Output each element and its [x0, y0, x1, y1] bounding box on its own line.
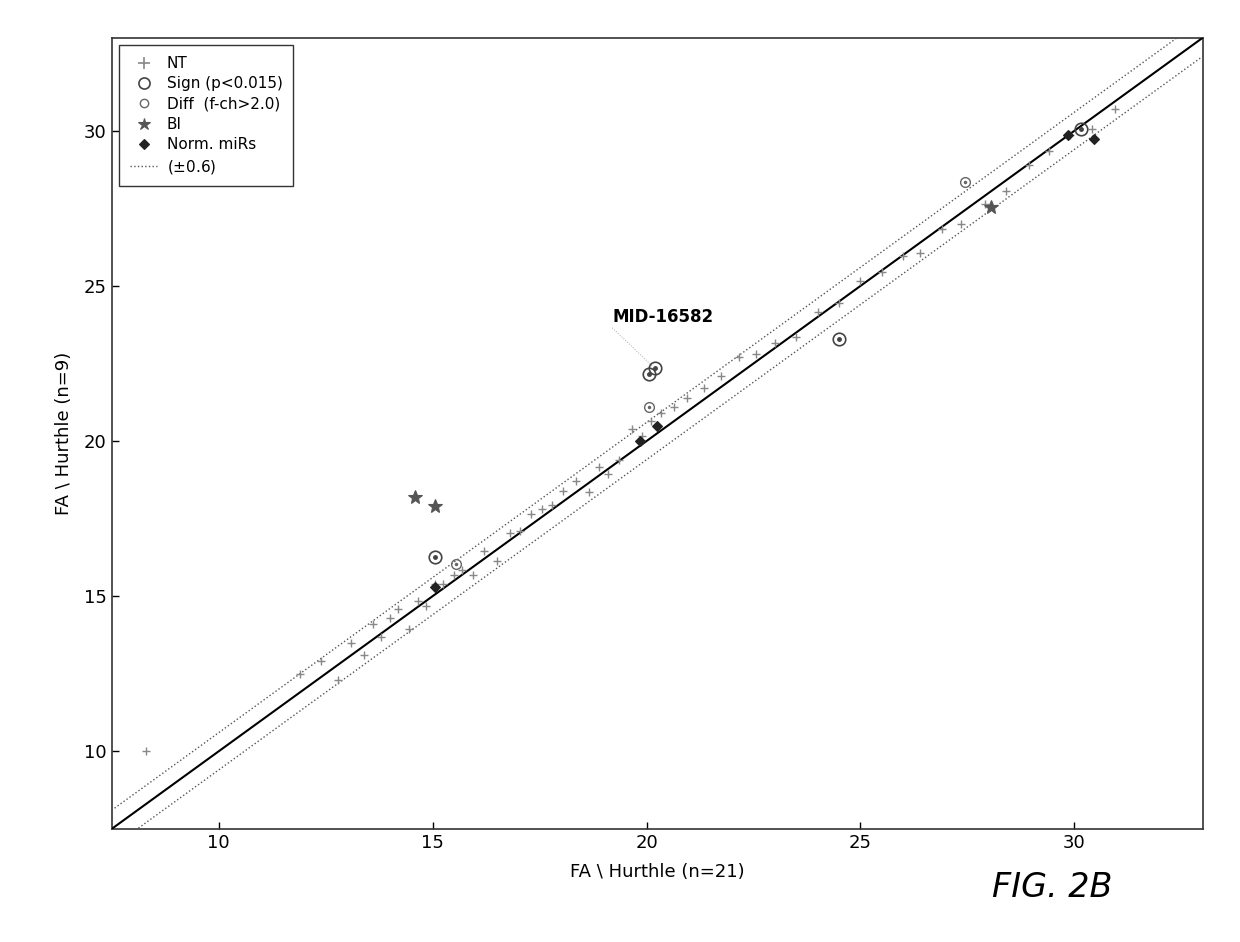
Norm. miRs [632, 435, 647, 447]
NT [789, 332, 804, 343]
Line: Norm. miRs: Norm. miRs [432, 132, 1097, 591]
Diff  (f-ch>2.0) [449, 558, 464, 569]
Sign (p<0.015) [428, 552, 443, 563]
Sign (p<0.015) [1074, 123, 1089, 135]
Line: BI: BI [408, 200, 998, 513]
NT [1063, 130, 1078, 141]
Text: MID-16582: MID-16582 [613, 308, 713, 326]
Diff  (f-ch>2.0) [957, 176, 972, 187]
NT [913, 248, 928, 259]
NT [139, 746, 154, 757]
X-axis label: FA \ Hurthle (n=21): FA \ Hurthle (n=21) [570, 863, 744, 881]
Sign (p<0.015) [832, 333, 847, 345]
Text: FIG. 2B: FIG. 2B [992, 871, 1112, 904]
Norm. miRs [428, 581, 443, 593]
Line: Sign (p<0.015): Sign (p<0.015) [429, 123, 1087, 563]
BI [408, 492, 423, 503]
Legend: NT, Sign (p<0.015), Diff  (f-ch>2.0), BI, Norm. miRs, ($\pm$0.6): NT, Sign (p<0.015), Diff (f-ch>2.0), BI,… [119, 45, 293, 187]
BI [983, 202, 998, 213]
Y-axis label: FA \ Hurthle (n=9): FA \ Hurthle (n=9) [55, 351, 73, 515]
Sign (p<0.015) [641, 368, 656, 380]
Norm. miRs [1060, 130, 1075, 141]
NT [435, 578, 450, 590]
Sign (p<0.015) [647, 363, 662, 374]
BI [428, 500, 443, 512]
NT [428, 578, 443, 590]
Line: NT: NT [141, 105, 1120, 755]
Line: Diff  (f-ch>2.0): Diff (f-ch>2.0) [451, 177, 970, 569]
Diff  (f-ch>2.0) [641, 401, 656, 413]
Norm. miRs [1086, 133, 1101, 144]
NT [714, 370, 729, 382]
Norm. miRs [650, 420, 665, 431]
NT [1107, 104, 1122, 115]
